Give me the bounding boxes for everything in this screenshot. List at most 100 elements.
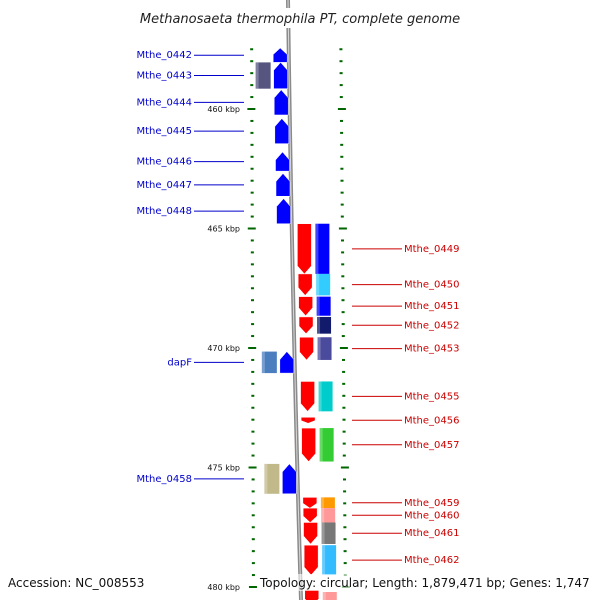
gene-label-left: Mthe_0458 <box>137 474 193 485</box>
scale-tick-right <box>340 191 344 194</box>
gene-label-left: Mthe_0444 <box>137 97 193 108</box>
scale-tick-right <box>342 382 346 385</box>
forward-gene-arrow-partial <box>304 589 320 600</box>
cog-box-left <box>255 62 271 89</box>
cog-box-right-shine <box>321 522 325 544</box>
scale-tick-right <box>341 251 345 254</box>
gene-label-right: Mthe_0455 <box>404 391 460 402</box>
scale-tick-right <box>339 347 348 349</box>
scale-tick-right <box>343 526 347 529</box>
scale-tick-right <box>337 108 346 110</box>
cog-box-right <box>321 508 336 523</box>
scale-tick-right <box>339 60 343 63</box>
gene-label-right: Mthe_0453 <box>404 344 460 355</box>
gene-label-right: Mthe_0460 <box>404 510 460 521</box>
scale-tick-left <box>250 143 254 146</box>
accession-text: Accession: NC_008553 <box>8 576 144 590</box>
scale-tick-left <box>251 538 255 541</box>
scale-tick-left <box>250 251 254 254</box>
scale-tick-right <box>341 358 345 361</box>
scale-tick-right <box>343 550 347 553</box>
map-title: Methanosaeta thermophila PT, complete ge… <box>140 12 460 27</box>
scale-tick-right <box>340 167 344 170</box>
reverse-gene-arrow <box>279 351 295 374</box>
scale-tick-left <box>251 370 255 373</box>
forward-gene-arrow <box>301 427 316 462</box>
forward-gene-arrow <box>298 316 314 335</box>
reverse-gene-arrow <box>274 118 290 144</box>
forward-gene-arrow <box>303 522 318 545</box>
scale-tick-right <box>342 454 346 457</box>
forward-gene-arrow <box>302 507 318 523</box>
scale-tick-left <box>248 466 257 469</box>
reverse-gene-arrow <box>276 198 291 224</box>
cog-box-left <box>261 351 277 374</box>
scale-tick-left <box>250 215 254 218</box>
scale-tick-left <box>250 203 254 206</box>
title-background <box>128 8 472 28</box>
scale-tick-left <box>251 335 255 338</box>
scale-tick-right <box>341 311 345 314</box>
scale-tick-right <box>340 143 344 146</box>
scale-tick-left <box>251 299 255 302</box>
cog-box-right-partial <box>322 592 337 600</box>
gene-label-left: Mthe_0445 <box>137 126 193 137</box>
cog-box-right <box>316 296 331 316</box>
cog-box-right <box>316 273 331 296</box>
scale-tick-right <box>342 406 346 409</box>
gene-label-right: Mthe_0457 <box>404 440 460 451</box>
scale-tick-left <box>250 72 254 75</box>
scale-tick-left <box>250 119 254 122</box>
scale-tick-left <box>251 442 255 445</box>
gene-label-right: Mthe_0450 <box>404 280 460 291</box>
gene-label-right: Mthe_0462 <box>404 555 460 566</box>
scale-tick-right <box>342 442 346 445</box>
gene-label-left: Mthe_0446 <box>137 157 193 168</box>
scale-tick-left <box>251 323 255 326</box>
scale-tick-left <box>251 514 255 517</box>
scale-tick-right <box>342 370 346 373</box>
scale-tick-right <box>340 179 344 182</box>
scale-tick-right <box>341 299 345 302</box>
backbone-layer <box>286 0 303 600</box>
scale-tick-left <box>251 502 255 505</box>
scale-tick-right <box>340 215 344 218</box>
scale-tick-left <box>248 586 257 588</box>
cog-box-right <box>320 497 335 509</box>
forward-gene-arrow <box>297 223 312 275</box>
reverse-gene-arrow <box>273 89 289 116</box>
scale-tick-left <box>251 394 255 397</box>
gene-label-right: Mthe_0461 <box>404 528 460 539</box>
scale-tick-left <box>250 155 254 158</box>
gene-label-left: Mthe_0448 <box>137 206 193 217</box>
cog-box-right-shine <box>322 545 326 576</box>
cog-box-right-shine <box>316 273 320 296</box>
cog-box-right-shine <box>320 497 324 509</box>
cog-box-right-shine <box>317 316 321 334</box>
scale-tick-right <box>339 96 343 99</box>
scale-tick-right <box>343 538 347 541</box>
scale-tick-right <box>341 275 345 278</box>
gene-layer <box>255 47 337 600</box>
scale-tick-left <box>247 108 256 110</box>
scale-tick-right <box>343 502 347 505</box>
cog-box-right-shine <box>316 296 320 316</box>
cog-box-left-shine <box>261 351 265 374</box>
genome-backbone-highlight <box>287 0 302 600</box>
cog-box-right-shine <box>319 428 323 462</box>
scale-tick-left <box>250 275 254 278</box>
scale-tick-left <box>251 406 255 409</box>
scale-label: 475 kbp <box>207 464 240 473</box>
cog-box-right <box>317 316 332 334</box>
cog-box-right <box>318 381 333 412</box>
gene-label-left: Mthe_0447 <box>137 180 193 191</box>
scale-tick-right <box>343 562 347 565</box>
forward-gene-arrow <box>303 544 319 576</box>
scale-tick-left <box>251 478 255 481</box>
reverse-gene-arrow <box>275 173 291 197</box>
forward-gene-arrow <box>298 296 313 317</box>
scale-tick-left <box>251 358 255 361</box>
cog-box-left-shine <box>255 62 259 89</box>
scale-tick-left <box>251 430 255 433</box>
scale-tick-right <box>342 418 346 421</box>
